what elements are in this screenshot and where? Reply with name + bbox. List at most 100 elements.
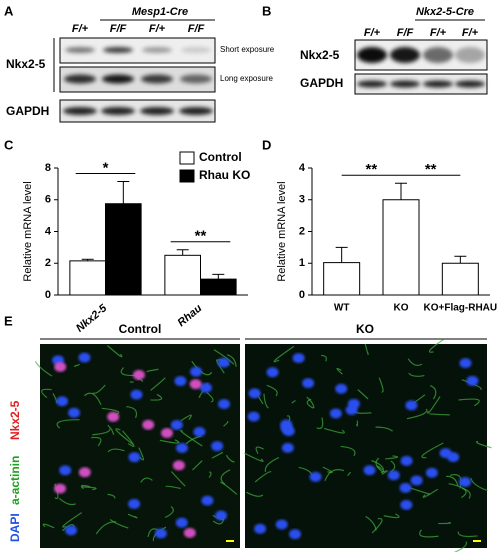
blot-band	[455, 47, 485, 63]
fiber	[223, 421, 229, 427]
fiber	[254, 471, 272, 483]
fiber	[58, 497, 76, 506]
nucleus	[363, 465, 376, 476]
fiber	[246, 491, 264, 497]
row-label: GAPDH	[300, 76, 343, 90]
fiber	[475, 440, 492, 449]
blot-band	[101, 107, 135, 115]
row-label: Nkx2-5	[6, 57, 46, 71]
fiber	[450, 474, 462, 489]
nucleus-nkx	[160, 428, 173, 439]
nucleus	[193, 426, 206, 437]
nucleus	[280, 423, 293, 434]
y-tick-label: 2	[299, 225, 305, 237]
fiber	[419, 529, 439, 538]
fiber	[316, 417, 324, 430]
fiber	[109, 518, 129, 529]
fiber	[266, 384, 278, 397]
x-tick-label: KO+Flag-RHAU	[424, 303, 498, 314]
fiber	[324, 469, 345, 482]
fiber	[41, 388, 52, 399]
y-axis-label: Relative mRNA level	[22, 181, 34, 281]
blot-band	[390, 47, 420, 63]
fiber	[336, 367, 343, 375]
nucleus	[400, 455, 413, 466]
bar	[105, 203, 142, 296]
fiber	[380, 470, 389, 475]
fiber	[407, 358, 423, 366]
fiber	[126, 406, 138, 419]
fiber	[371, 517, 383, 534]
fiber	[211, 451, 224, 459]
nucleus	[289, 529, 302, 540]
fiber	[73, 363, 80, 367]
nucleus	[292, 353, 305, 364]
fiber	[220, 469, 231, 485]
panel-label: B	[262, 3, 271, 18]
fiber	[321, 354, 327, 362]
nucleus	[405, 400, 418, 411]
nucleus-nkx	[189, 379, 202, 390]
lane-label: F/+	[149, 23, 166, 35]
fiber	[62, 512, 83, 528]
nucleus	[175, 443, 188, 454]
fiber	[408, 486, 431, 495]
nucleus	[68, 407, 81, 418]
nucleus	[211, 441, 224, 452]
fiber	[159, 439, 180, 444]
fiber	[461, 379, 482, 391]
nucleus	[201, 495, 214, 506]
group-label: Mesp1-Cre	[132, 6, 188, 18]
fiber	[461, 487, 471, 499]
nucleus	[275, 519, 288, 530]
fiber	[378, 377, 384, 393]
nucleus	[347, 398, 360, 409]
blot-band	[423, 47, 453, 63]
x-tick-label: Nkx2-5	[74, 302, 110, 335]
fiber	[383, 513, 400, 519]
significance-label: **	[365, 161, 377, 178]
y-tick-label: 1	[299, 257, 305, 269]
fiber	[421, 442, 444, 459]
nucleus	[439, 448, 452, 459]
nucleus	[128, 452, 141, 463]
fiber	[91, 436, 102, 447]
row-label: GAPDH	[6, 104, 49, 118]
significance-label: **	[425, 161, 437, 178]
nucleus	[175, 517, 188, 528]
blot-band	[181, 47, 211, 53]
lane-label: F/F	[397, 27, 414, 39]
nucleus-nkx	[132, 369, 145, 380]
nucleus	[130, 389, 143, 400]
blot-band	[141, 74, 173, 84]
blot-band	[179, 107, 213, 115]
legend-label: Control	[199, 150, 242, 164]
nucleus	[65, 525, 78, 536]
panel-label: A	[4, 3, 14, 18]
fiber	[428, 338, 444, 353]
micrograph	[245, 344, 487, 548]
fiber	[347, 471, 351, 477]
significance-label: *	[103, 159, 109, 176]
fiber	[255, 446, 264, 454]
fiber	[264, 457, 280, 473]
fiber	[92, 384, 106, 394]
nucleus	[459, 476, 472, 487]
nucleus	[59, 465, 72, 476]
fiber	[146, 368, 159, 373]
column-label: Control	[119, 322, 162, 336]
fiber	[42, 523, 55, 529]
fiber	[180, 414, 192, 422]
nucleus	[247, 411, 260, 422]
nucleus-nkx	[142, 419, 155, 430]
nucleus	[174, 376, 187, 387]
nucleus	[218, 399, 231, 410]
channel-label: a-actinin	[8, 456, 22, 505]
nucleus	[154, 528, 167, 539]
bar	[441, 262, 479, 296]
blot-image	[354, 39, 488, 95]
bar	[323, 262, 361, 296]
fiber	[107, 493, 116, 499]
panel-label: C	[4, 137, 14, 152]
